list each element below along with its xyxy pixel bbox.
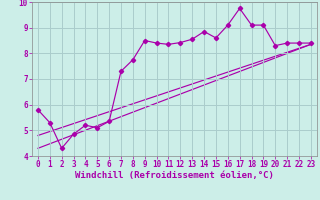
X-axis label: Windchill (Refroidissement éolien,°C): Windchill (Refroidissement éolien,°C) (75, 171, 274, 180)
